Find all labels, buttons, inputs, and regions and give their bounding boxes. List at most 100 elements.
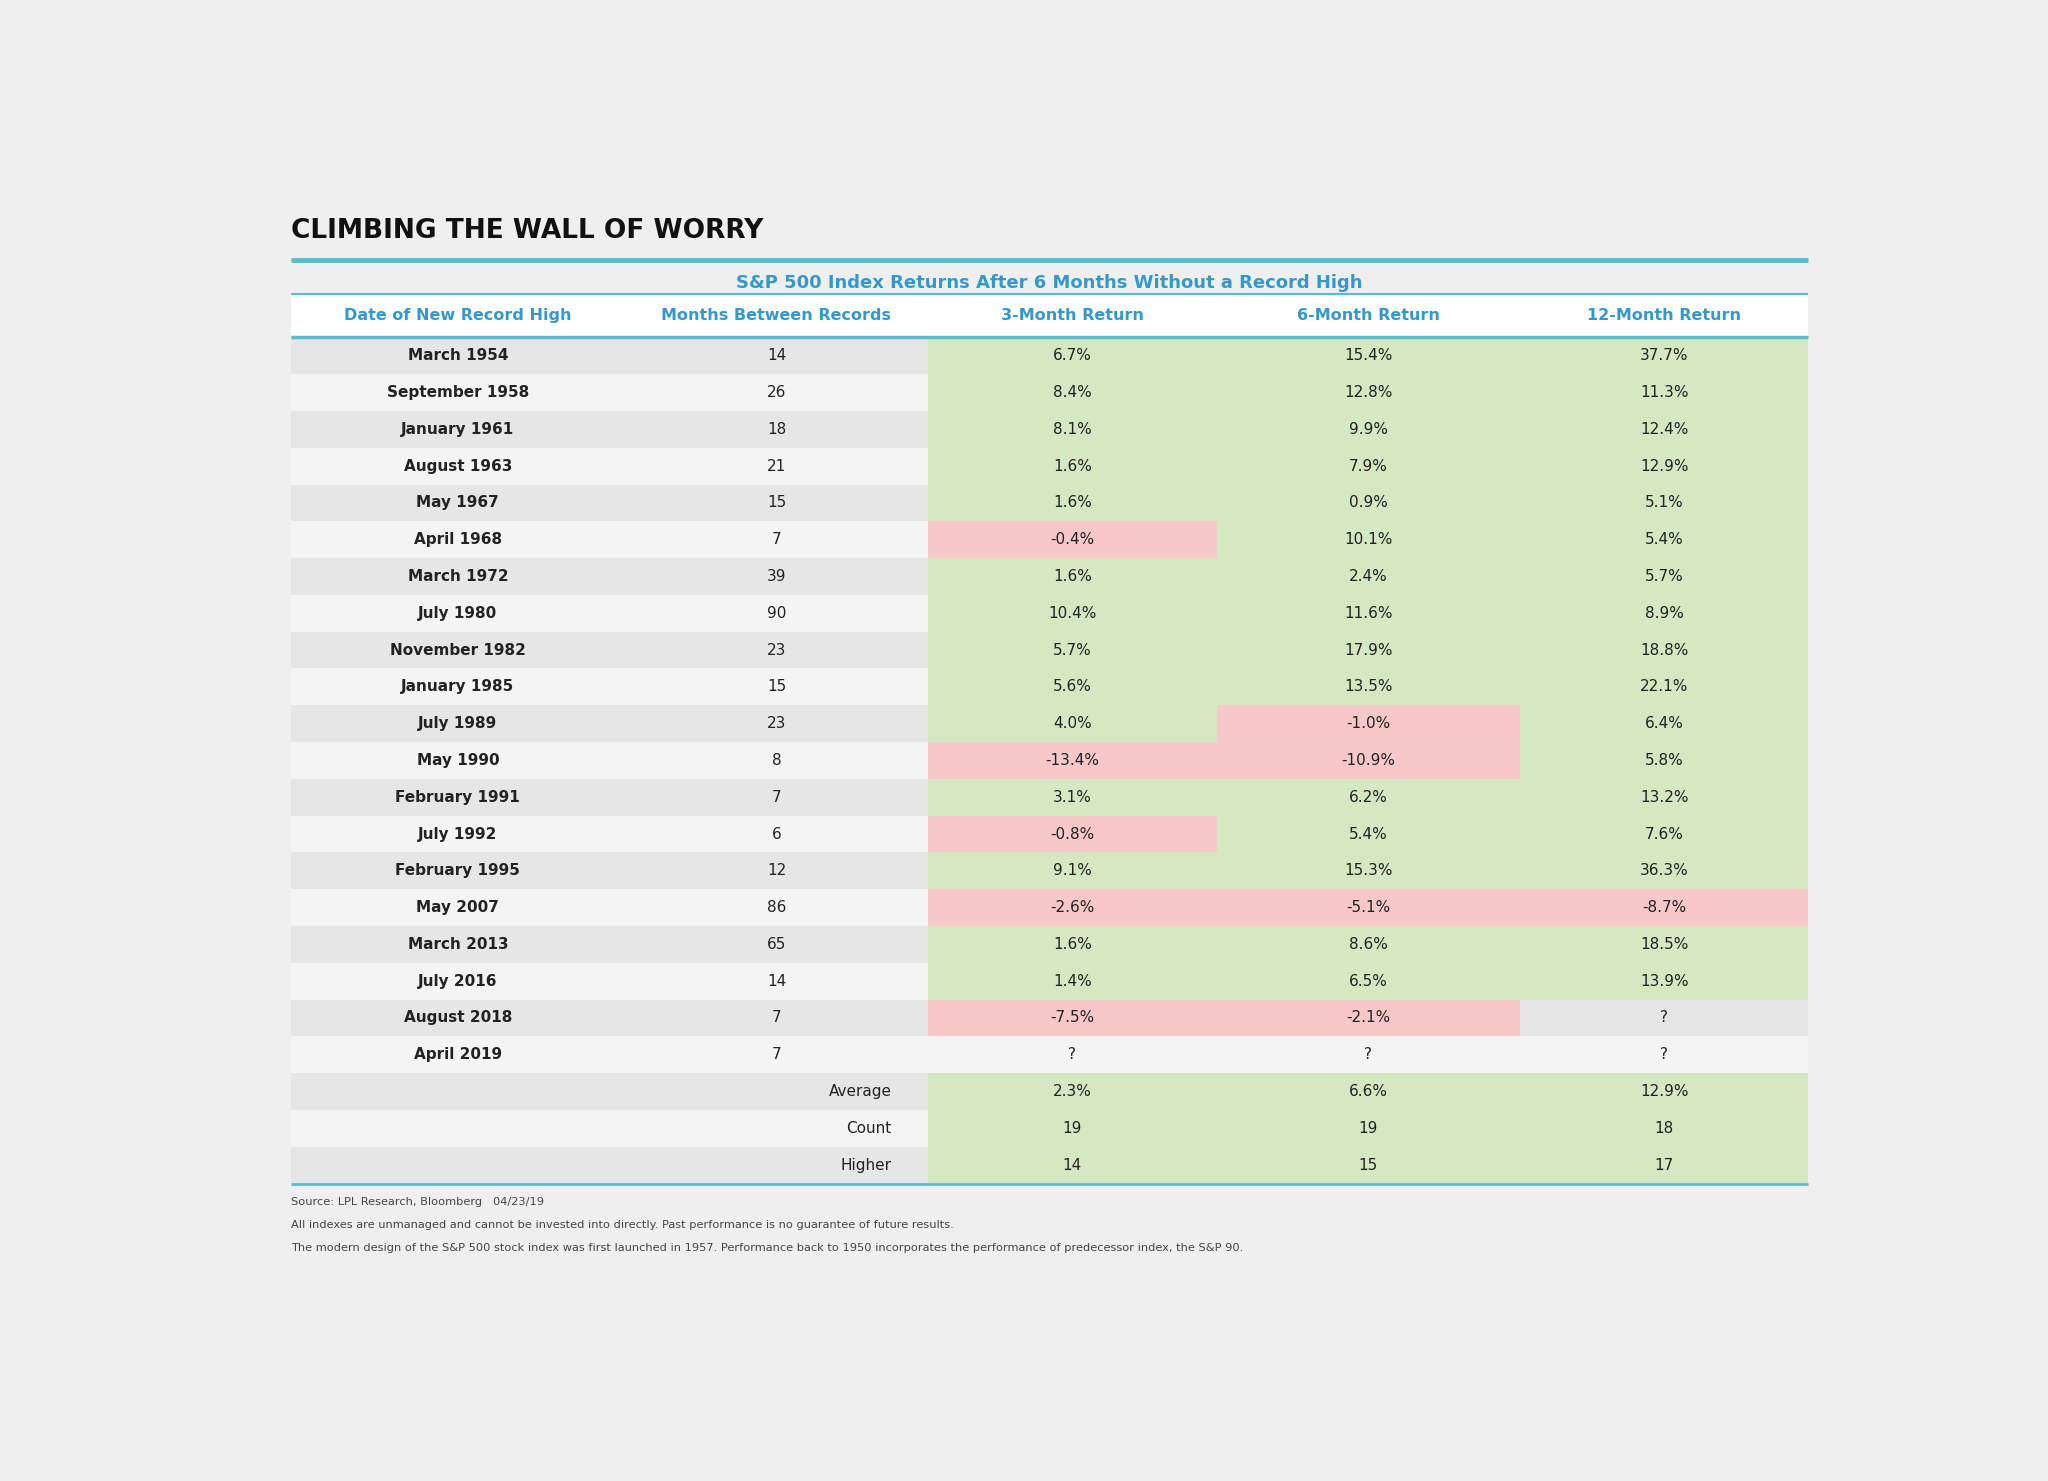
- Text: 7: 7: [772, 789, 780, 804]
- Text: 8.6%: 8.6%: [1350, 937, 1389, 952]
- Text: ?: ?: [1661, 1010, 1669, 1025]
- Text: 15.4%: 15.4%: [1343, 348, 1393, 363]
- Bar: [1217, 375, 1520, 410]
- Text: 14: 14: [766, 973, 786, 989]
- Bar: [1520, 1000, 1808, 1037]
- Bar: [291, 447, 625, 484]
- Bar: [1520, 816, 1808, 853]
- Bar: [1520, 1037, 1808, 1074]
- Bar: [928, 742, 1217, 779]
- Text: 65: 65: [766, 937, 786, 952]
- Text: ?: ?: [1661, 1047, 1669, 1062]
- Bar: [625, 963, 928, 1000]
- Bar: [1217, 742, 1520, 779]
- Bar: [625, 926, 928, 963]
- Text: 13.9%: 13.9%: [1640, 973, 1688, 989]
- Text: 18: 18: [1655, 1121, 1673, 1136]
- Bar: [291, 595, 625, 632]
- Text: -5.1%: -5.1%: [1346, 900, 1391, 915]
- Text: 8: 8: [772, 752, 780, 769]
- Bar: [1520, 375, 1808, 410]
- Text: March 1954: March 1954: [408, 348, 508, 363]
- Text: 36.3%: 36.3%: [1640, 863, 1688, 878]
- Bar: [1217, 1146, 1520, 1183]
- Text: 7: 7: [772, 532, 780, 546]
- Text: 15: 15: [766, 680, 786, 695]
- Bar: [928, 1074, 1217, 1109]
- Bar: [928, 447, 1217, 484]
- Bar: [625, 375, 928, 410]
- Bar: [928, 1146, 1217, 1183]
- Bar: [625, 484, 928, 521]
- Text: 7.9%: 7.9%: [1350, 459, 1389, 474]
- Bar: [928, 484, 1217, 521]
- Bar: [625, 779, 928, 816]
- Text: 7: 7: [772, 1010, 780, 1025]
- Text: Date of New Record High: Date of New Record High: [344, 308, 571, 323]
- Bar: [928, 705, 1217, 742]
- Bar: [1520, 926, 1808, 963]
- Bar: [625, 705, 928, 742]
- Bar: [1217, 705, 1520, 742]
- Bar: [291, 558, 625, 595]
- Text: ?: ?: [1364, 1047, 1372, 1062]
- Bar: [1520, 447, 1808, 484]
- Text: Source: LPL Research, Bloomberg   04/23/19: Source: LPL Research, Bloomberg 04/23/19: [291, 1197, 545, 1207]
- Bar: [1520, 963, 1808, 1000]
- Bar: [1217, 558, 1520, 595]
- Bar: [1217, 1037, 1520, 1074]
- Bar: [625, 595, 928, 632]
- Bar: [291, 1146, 625, 1183]
- Text: 5.7%: 5.7%: [1645, 569, 1683, 584]
- Text: 6.5%: 6.5%: [1350, 973, 1389, 989]
- Bar: [1520, 1109, 1808, 1146]
- Bar: [1217, 926, 1520, 963]
- Bar: [928, 338, 1217, 375]
- Text: 1.6%: 1.6%: [1053, 496, 1092, 511]
- Bar: [625, 558, 928, 595]
- Text: 8.1%: 8.1%: [1053, 422, 1092, 437]
- Text: 86: 86: [766, 900, 786, 915]
- Text: 10.4%: 10.4%: [1049, 606, 1096, 621]
- Text: -2.1%: -2.1%: [1346, 1010, 1391, 1025]
- Text: 12.9%: 12.9%: [1640, 459, 1688, 474]
- Bar: [291, 963, 625, 1000]
- Text: 5.4%: 5.4%: [1645, 532, 1683, 546]
- Bar: [928, 779, 1217, 816]
- Text: -10.9%: -10.9%: [1341, 752, 1395, 769]
- Text: April 1968: April 1968: [414, 532, 502, 546]
- Text: 5.1%: 5.1%: [1645, 496, 1683, 511]
- Bar: [625, 668, 928, 705]
- Bar: [291, 375, 625, 410]
- Bar: [1520, 668, 1808, 705]
- Text: 6.4%: 6.4%: [1645, 717, 1683, 732]
- Text: 7: 7: [772, 1047, 780, 1062]
- Text: May 2007: May 2007: [416, 900, 500, 915]
- Bar: [625, 632, 928, 668]
- Text: July 1980: July 1980: [418, 606, 498, 621]
- Text: 12.8%: 12.8%: [1343, 385, 1393, 400]
- Text: March 1972: March 1972: [408, 569, 508, 584]
- Bar: [1520, 779, 1808, 816]
- Bar: [928, 375, 1217, 410]
- Text: 15.3%: 15.3%: [1343, 863, 1393, 878]
- Text: March 2013: March 2013: [408, 937, 508, 952]
- Bar: [1217, 963, 1520, 1000]
- Text: 12: 12: [766, 863, 786, 878]
- Text: 18: 18: [766, 422, 786, 437]
- Bar: [625, 1109, 928, 1146]
- Bar: [625, 410, 928, 447]
- Text: 37.7%: 37.7%: [1640, 348, 1688, 363]
- Text: ?: ?: [1069, 1047, 1077, 1062]
- Text: February 1991: February 1991: [395, 789, 520, 804]
- Bar: [1520, 521, 1808, 558]
- Text: 5.6%: 5.6%: [1053, 680, 1092, 695]
- Text: Average: Average: [829, 1084, 891, 1099]
- Text: August 1963: August 1963: [403, 459, 512, 474]
- Text: 15: 15: [1358, 1158, 1378, 1173]
- Bar: [928, 521, 1217, 558]
- Bar: [928, 558, 1217, 595]
- Text: -0.4%: -0.4%: [1051, 532, 1094, 546]
- Bar: [625, 1000, 928, 1037]
- Text: 17: 17: [1655, 1158, 1673, 1173]
